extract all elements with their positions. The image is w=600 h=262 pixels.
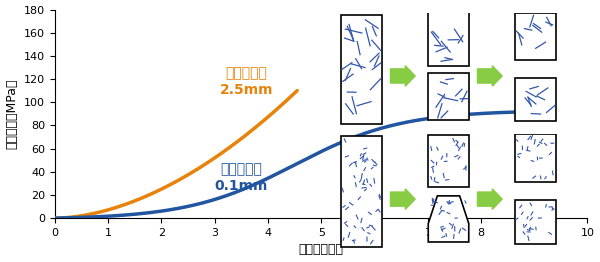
- Text: 平均繊維長
0.1mm: 平均繊維長 0.1mm: [215, 162, 268, 193]
- FancyArrow shape: [478, 189, 502, 209]
- FancyArrow shape: [391, 189, 415, 209]
- FancyArrow shape: [478, 66, 502, 86]
- Bar: [515, 200, 556, 244]
- Polygon shape: [428, 196, 469, 242]
- Bar: [515, 134, 556, 182]
- Y-axis label: 引張強さ（MPa）: 引張強さ（MPa）: [5, 79, 19, 149]
- Text: 平均繊維長
2.5mm: 平均繊維長 2.5mm: [220, 66, 274, 96]
- Bar: [515, 78, 556, 121]
- Bar: [428, 135, 469, 187]
- FancyArrow shape: [391, 66, 415, 86]
- Bar: [428, 73, 469, 120]
- Bar: [428, 12, 469, 66]
- Bar: [515, 13, 556, 61]
- X-axis label: ひずみ（％）: ひずみ（％）: [299, 243, 344, 256]
